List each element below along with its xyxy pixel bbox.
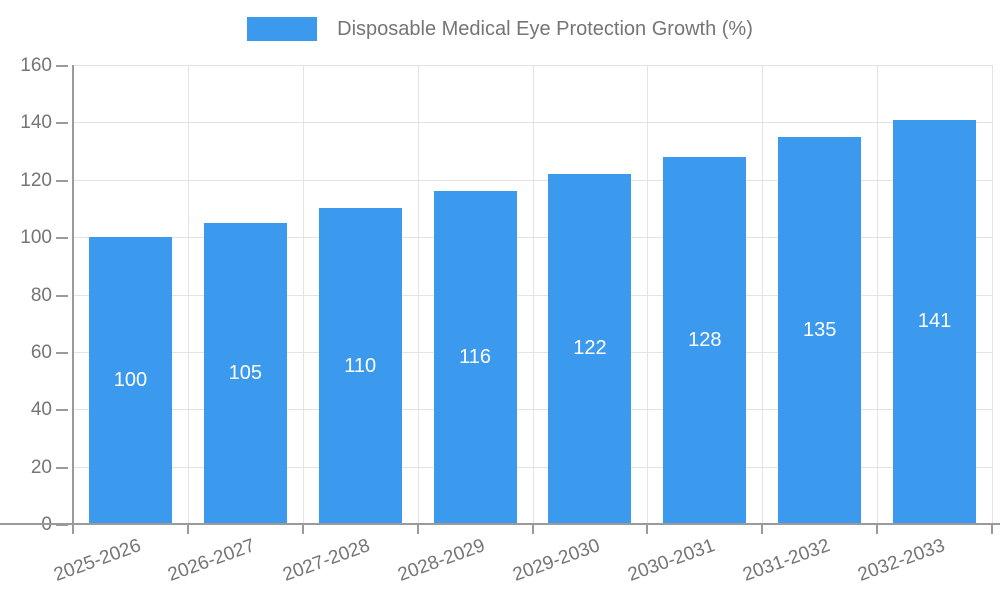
y-axis-tick-label: 60	[30, 341, 52, 363]
y-axis-tick-label: 80	[30, 284, 52, 306]
y-axis-line	[72, 65, 74, 526]
bar[interactable]: 105	[203, 222, 287, 524]
bar-value-label: 128	[688, 328, 722, 351]
bar[interactable]: 122	[548, 174, 632, 524]
y-axis-tick	[56, 524, 68, 526]
y-axis-tick	[56, 409, 68, 412]
y-axis-tick-label: 20	[30, 456, 52, 478]
x-axis-category-label: 2028-2029	[395, 535, 488, 586]
x-axis-category-label: 2026-2027	[165, 535, 259, 586]
y-axis-tick	[56, 65, 68, 67]
gridline-vertical	[647, 65, 649, 524]
y-axis-tick	[56, 179, 68, 182]
y-axis-tick	[56, 122, 68, 125]
gridline-vertical	[877, 65, 879, 524]
bar-value-label: 135	[803, 318, 837, 341]
y-axis-tick	[56, 351, 68, 354]
y-axis-tick-label: 140	[20, 112, 52, 134]
bar-value-label: 100	[113, 369, 148, 392]
bar-value-label: 141	[917, 310, 952, 333]
x-axis-tick	[416, 524, 419, 534]
x-axis-tick	[991, 524, 993, 534]
bar[interactable]: 128	[663, 156, 747, 524]
x-axis-tick	[301, 524, 304, 534]
y-axis-tick	[56, 237, 68, 240]
x-axis-category-label: 2032-2033	[854, 535, 948, 586]
bar[interactable]: 116	[433, 191, 517, 524]
x-axis-tick	[531, 524, 534, 534]
bar-value-label: 116	[459, 346, 491, 369]
gridline-vertical	[187, 65, 189, 524]
bar[interactable]: 135	[778, 136, 862, 524]
x-axis-tick	[72, 524, 74, 534]
legend: Disposable Medical Eye Protection Growth…	[0, 17, 1000, 41]
x-axis-category-label: 2025-2026	[50, 535, 144, 586]
y-axis-tick-label: 100	[20, 227, 52, 249]
gridline-vertical	[417, 65, 419, 524]
gridline-vertical	[532, 65, 534, 524]
x-axis-category-label: 2031-2032	[739, 535, 833, 586]
x-axis-tick	[186, 524, 189, 534]
x-axis-tick	[761, 524, 764, 534]
y-axis-tick-label: 160	[20, 55, 52, 76]
x-axis-category-label: 2027-2028	[280, 535, 374, 586]
x-axis-tick	[876, 524, 879, 534]
x-axis-category-label: 2030-2031	[625, 535, 718, 586]
bar[interactable]: 110	[318, 208, 402, 524]
bar-value-label: 110	[344, 354, 377, 377]
gridline-vertical	[992, 65, 993, 524]
bar[interactable]: 141	[893, 119, 977, 524]
y-axis-tick-label: 120	[20, 169, 52, 191]
legend-label[interactable]: Disposable Medical Eye Protection Growth…	[337, 18, 753, 40]
gridline-vertical	[762, 65, 764, 524]
x-axis-tick	[646, 524, 649, 534]
bar[interactable]: 100	[88, 237, 172, 524]
gridline-vertical	[302, 65, 304, 524]
y-axis-tick-label: 40	[30, 399, 52, 421]
bar-value-label: 122	[573, 337, 607, 360]
x-axis-category-label: 2029-2030	[510, 535, 603, 586]
x-axis-line	[0, 523, 1000, 525]
y-axis-tick	[56, 294, 68, 297]
bar-value-label: 105	[228, 361, 262, 384]
legend-swatch-icon[interactable]	[247, 17, 318, 41]
y-axis-tick	[56, 466, 68, 469]
